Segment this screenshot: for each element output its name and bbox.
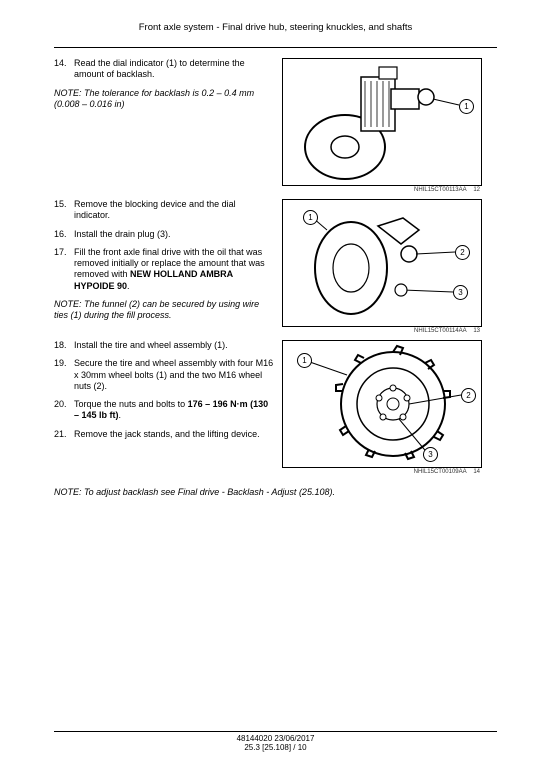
step-15: 15. Remove the blocking device and the d…	[54, 199, 274, 222]
step-text: Read the dial indicator (1) to determine…	[74, 58, 245, 79]
callout-3-3: 3	[423, 447, 438, 462]
step-text: Install the tire and wheel assembly (1).	[74, 340, 228, 350]
step-num: 16.	[54, 229, 67, 240]
diagram-3: 1 2 3	[282, 340, 482, 468]
step-num: 20.	[54, 399, 67, 410]
step-21: 21. Remove the jack stands, and the lift…	[54, 429, 274, 440]
footer: 48144020 23/06/2017 25.3 [25.108] / 10	[54, 731, 497, 752]
section-1: 14. Read the dial indicator (1) to deter…	[54, 58, 497, 193]
footer-page: 25.3 [25.108] / 10	[54, 743, 497, 752]
figure-3: 1 2 3 NHIL15CT00109AA 14	[282, 340, 497, 475]
callout-3-1: 1	[297, 353, 312, 368]
step-text: Secure the tire and wheel assembly with …	[74, 358, 273, 391]
step-17: 17. Fill the front axle final drive with…	[54, 247, 274, 292]
diagram-svg-1	[283, 59, 481, 185]
step-20: 20. Torque the nuts and bolts to 176 – 1…	[54, 399, 274, 422]
caption-3: NHIL15CT00109AA 14	[282, 469, 480, 475]
step-text-pre: Torque the nuts and bolts to	[74, 399, 188, 409]
figure-1: 1 NHIL15CT00113AA 12	[282, 58, 497, 193]
header-rule	[54, 47, 497, 48]
step-num: 17.	[54, 247, 67, 258]
step-text: Remove the blocking device and the dial …	[74, 199, 236, 220]
diagram-2: 1 2 3	[282, 199, 482, 327]
step-14: 14. Read the dial indicator (1) to deter…	[54, 58, 274, 81]
caption-1: NHIL15CT00113AA 12	[282, 187, 480, 193]
page: Front axle system - Final drive hub, ste…	[0, 0, 535, 768]
step-text-post: .	[127, 281, 130, 291]
callout-2-1: 1	[303, 210, 318, 225]
step-num: 15.	[54, 199, 67, 210]
step-num: 14.	[54, 58, 67, 69]
step-num: 18.	[54, 340, 67, 351]
callout-1-1: 1	[459, 99, 474, 114]
diagram-1: 1	[282, 58, 482, 186]
footnote: NOTE: To adjust backlash see Final drive…	[54, 487, 497, 498]
section-3: 18. Install the tire and wheel assembly …	[54, 340, 497, 475]
callout-2-2: 2	[455, 245, 470, 260]
step-19: 19. Secure the tire and wheel assembly w…	[54, 358, 274, 392]
step-num: 19.	[54, 358, 67, 369]
caption-2: NHIL15CT00114AA 13	[282, 328, 480, 334]
figure-2: 1 2 3 NHIL15CT00114AA 13	[282, 199, 497, 334]
callout-3-2: 2	[461, 388, 476, 403]
footer-rule	[54, 731, 497, 732]
step-text-post: .	[119, 410, 122, 420]
step-text: Remove the jack stands, and the lifting …	[74, 429, 260, 439]
callout-2-3: 3	[453, 285, 468, 300]
footer-doc: 48144020 23/06/2017	[54, 734, 497, 743]
note-1: NOTE: The tolerance for backlash is 0.2 …	[54, 88, 274, 111]
note-2: NOTE: The funnel (2) can be secured by u…	[54, 299, 274, 322]
step-18: 18. Install the tire and wheel assembly …	[54, 340, 274, 351]
section-2: 15. Remove the blocking device and the d…	[54, 199, 497, 334]
diagram-svg-3	[283, 341, 481, 467]
text-col-2: 15. Remove the blocking device and the d…	[54, 199, 282, 334]
step-num: 21.	[54, 429, 67, 440]
text-col-1: 14. Read the dial indicator (1) to deter…	[54, 58, 282, 193]
step-text: Install the drain plug (3).	[74, 229, 171, 239]
text-col-3: 18. Install the tire and wheel assembly …	[54, 340, 282, 475]
header-title: Front axle system - Final drive hub, ste…	[54, 22, 497, 33]
step-16: 16. Install the drain plug (3).	[54, 229, 274, 240]
